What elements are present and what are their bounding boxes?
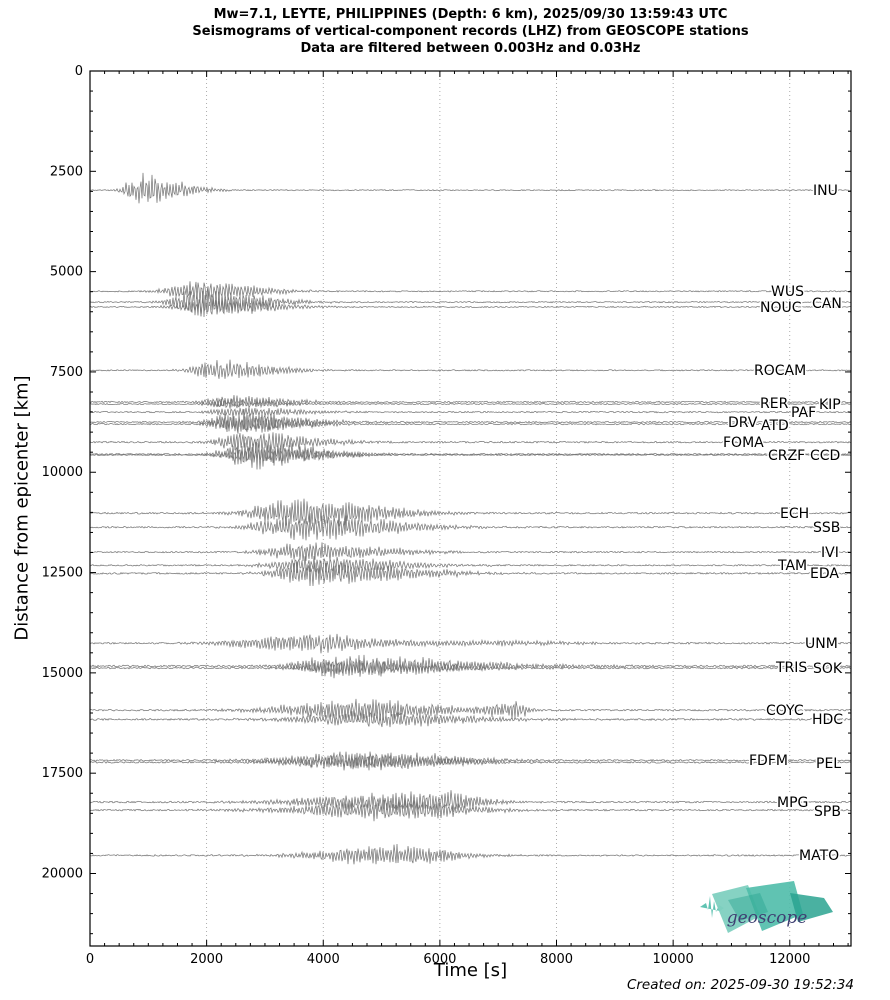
y-tick-label-15000: 15000 — [42, 666, 83, 681]
trace-HDC — [90, 710, 851, 728]
y-tick-label-0: 0 — [75, 64, 83, 79]
geoscope-logo: geoscope — [700, 881, 833, 933]
station-label-CCD: CCD — [810, 448, 840, 464]
trace-EDA — [90, 559, 851, 587]
trace-ECH — [90, 498, 851, 527]
trace-MATO — [90, 843, 851, 865]
station-label-FOMA: FOMA — [723, 435, 764, 451]
gridlines — [206, 71, 791, 946]
tick-labels: 0 2000 4000 6000 8000 10000 12000 0 2500 5000 7500… — [42, 64, 811, 967]
y-tick-label-7500: 7500 — [50, 365, 83, 380]
trace-CAN — [90, 286, 851, 318]
station-label-UNM: UNM — [805, 636, 838, 652]
station-label-INU: INU — [813, 183, 838, 199]
trace-SSB — [90, 513, 851, 541]
trace-ROCAM — [90, 359, 851, 379]
y-tick-label-20000: 20000 — [42, 866, 83, 881]
y-tick-label-17500: 17500 — [42, 766, 83, 781]
x-tick-label-6000: 6000 — [423, 952, 456, 967]
station-label-FDFM: FDFM — [749, 753, 788, 769]
trace-COYC — [90, 698, 851, 721]
logo-kite-left — [712, 885, 760, 933]
trace-FOMA — [90, 432, 851, 453]
y-tick-label-12500: 12500 — [42, 566, 83, 581]
trace-DRV — [90, 409, 851, 434]
station-label-TAM: TAM — [777, 558, 807, 574]
trace-TRIS — [90, 654, 851, 679]
y-axis-label: Distance from epicenter [km] — [11, 375, 33, 641]
logo-text: geoscope — [727, 908, 808, 928]
figure-title: Mw=7.1, LEYTE, PHILIPPINES (Depth: 6 km)… — [90, 6, 851, 57]
trace-CRZF — [90, 441, 851, 470]
trace-RER — [90, 395, 851, 408]
trace-SOK — [90, 660, 851, 676]
station-label-CRZF: CRZF — [768, 448, 805, 464]
station-label-ROCAM: ROCAM — [754, 363, 806, 379]
axis-ticks — [89, 70, 851, 946]
station-label-TRIS: TRIS — [775, 660, 807, 676]
trace-ATD — [90, 416, 851, 433]
trace-WUS — [90, 281, 851, 303]
station-label-HDC: HDC — [812, 712, 843, 728]
station-label-SOK: SOK — [813, 661, 843, 677]
station-label-PAF: PAF — [791, 405, 816, 421]
station-label-PEL: PEL — [816, 756, 841, 772]
station-label-CAN: CAN — [812, 296, 842, 312]
station-label-RER: RER — [760, 396, 789, 412]
seismogram-traces — [90, 172, 851, 865]
figure-title-line2: Seismograms of vertical-component record… — [192, 24, 749, 39]
x-tick-label-12000: 12000 — [769, 952, 810, 967]
figure-title-line3: Data are filtered between 0.003Hz and 0.… — [300, 41, 641, 56]
trace-TAM — [90, 555, 851, 574]
y-tick-label-5000: 5000 — [50, 265, 83, 280]
created-on-timestamp: Created on: 2025-09-30 19:52:34 — [626, 977, 854, 993]
station-label-MPG: MPG — [777, 795, 808, 811]
trace-NOUC — [90, 298, 851, 317]
trace-MPG — [90, 790, 851, 814]
trace-PAF — [90, 406, 851, 418]
plot-border — [89, 70, 852, 947]
figure-title-line1: Mw=7.1, LEYTE, PHILIPPINES (Depth: 6 km)… — [213, 7, 728, 22]
station-label-KIP: KIP — [819, 397, 841, 413]
station-label-WUS: WUS — [771, 284, 804, 300]
station-label-MATO: MATO — [799, 848, 839, 864]
station-label-EDA: EDA — [810, 566, 839, 582]
logo-overlap — [728, 893, 768, 921]
y-tick-label-2500: 2500 — [50, 164, 83, 179]
x-tick-label-4000: 4000 — [307, 952, 340, 967]
trace-IVI — [90, 542, 851, 562]
x-tick-label-0: 0 — [86, 952, 94, 967]
trace-KIP — [90, 398, 851, 409]
x-tick-label-8000: 8000 — [540, 952, 573, 967]
station-label-SSB: SSB — [813, 520, 840, 536]
station-label-COYC: COYC — [766, 703, 804, 719]
trace-SPB — [90, 797, 851, 822]
station-label-ECH: ECH — [780, 506, 809, 522]
station-label-IVI: IVI — [821, 545, 839, 561]
trace-PEL — [90, 755, 851, 771]
logo-kite-mid — [746, 881, 803, 931]
station-label-NOUC: NOUC — [760, 300, 802, 316]
x-tick-label-10000: 10000 — [652, 952, 693, 967]
trace-CCD — [90, 447, 851, 464]
y-tick-label-10000: 10000 — [42, 465, 83, 480]
station-label-ATD: ATD — [761, 418, 789, 434]
x-axis-label: Time [s] — [433, 960, 508, 981]
trace-INU — [90, 172, 851, 204]
x-tick-label-2000: 2000 — [190, 952, 223, 967]
trace-UNM — [90, 633, 851, 654]
logo-kite-right — [790, 893, 833, 922]
station-label-DRV: DRV — [728, 415, 758, 431]
station-label-SPB: SPB — [814, 804, 841, 820]
